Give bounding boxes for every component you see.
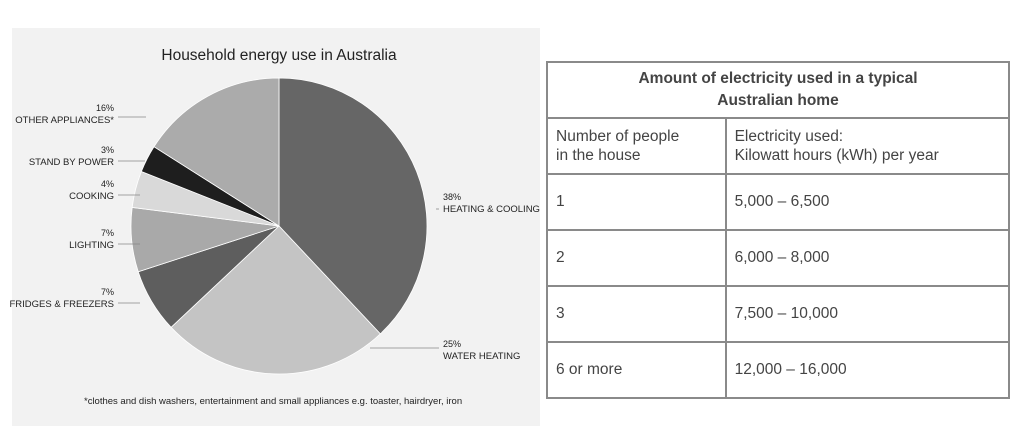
slice-category-label: HEATING & COOLING <box>443 204 540 215</box>
slice-percent-label: 25% <box>443 339 461 349</box>
table-row: 3 7,500 – 10,000 <box>546 285 1011 343</box>
pie-slices <box>130 77 428 375</box>
slice-category-label: WATER HEATING <box>443 351 520 362</box>
chart-footnote: *clothes and dish washers, entertainment… <box>84 396 462 407</box>
chart-title: Household energy use in Australia <box>161 47 397 64</box>
table-title: Amount of electricity used in a typical … <box>546 61 1010 119</box>
cell-electricity: 12,000 – 16,000 <box>724 341 1011 399</box>
table-row: 2 6,000 – 8,000 <box>546 229 1011 287</box>
slice-percent-label: 4% <box>101 179 114 189</box>
pie-chart: Household energy use in Australia 38% HEA… <box>9 47 539 407</box>
cell-electricity: 6,000 – 8,000 <box>724 229 1011 287</box>
cell-electricity: 7,500 – 10,000 <box>724 285 1011 343</box>
pie-slice-heating-cooling <box>278 77 428 335</box>
slice-category-label: FRIDGES & FREEZERS <box>9 299 114 310</box>
slice-percent-label: 7% <box>101 228 114 238</box>
electricity-table: Amount of electricity used in a typical … <box>546 61 1011 399</box>
table-header-row: Number of people in the house Electricit… <box>546 117 1011 175</box>
column-header-electricity-line-1: Electricity used: <box>734 128 844 145</box>
column-header-electricity-line-2: Kilowatt hours (kWh) per year <box>734 147 939 164</box>
table-row: 6 or more 12,000 – 16,000 <box>546 341 1011 399</box>
table-title-line-1: Amount of electricity used in a typical <box>638 70 918 87</box>
cell-people: 1 <box>546 173 727 231</box>
cell-people: 2 <box>546 229 727 287</box>
column-header-people-line-1: Number of people <box>556 128 680 145</box>
slice-category-label: LIGHTING <box>69 240 114 251</box>
slice-percent-label: 7% <box>101 287 114 297</box>
slice-category-label: STAND BY POWER <box>29 157 114 168</box>
slice-percent-label: 3% <box>101 145 114 155</box>
slice-category-label: COOKING <box>69 191 114 202</box>
column-header-people: Number of people in the house <box>546 117 727 175</box>
column-header-electricity: Electricity used: Kilowatt hours (kWh) p… <box>724 117 1011 175</box>
slice-percent-label: 16% <box>96 103 114 113</box>
column-header-people-line-2: in the house <box>556 147 641 164</box>
cell-people: 3 <box>546 285 727 343</box>
table-row: 1 5,000 – 6,500 <box>546 173 1011 231</box>
cell-people: 6 or more <box>546 341 727 399</box>
slice-percent-label: 38% <box>443 192 461 202</box>
pie-labels: 38% HEATING & COOLING 25% WATER HEATING 7% FR… <box>9 103 539 362</box>
table-title-line-2: Australian home <box>717 92 839 109</box>
pie-slice-water-heating <box>170 225 381 375</box>
cell-electricity: 5,000 – 6,500 <box>724 173 1011 231</box>
pie-slice-other-appliances <box>153 77 280 227</box>
slice-category-label: OTHER APPLIANCES* <box>15 115 114 126</box>
table-title-row: Amount of electricity used in a typical … <box>546 61 1010 119</box>
